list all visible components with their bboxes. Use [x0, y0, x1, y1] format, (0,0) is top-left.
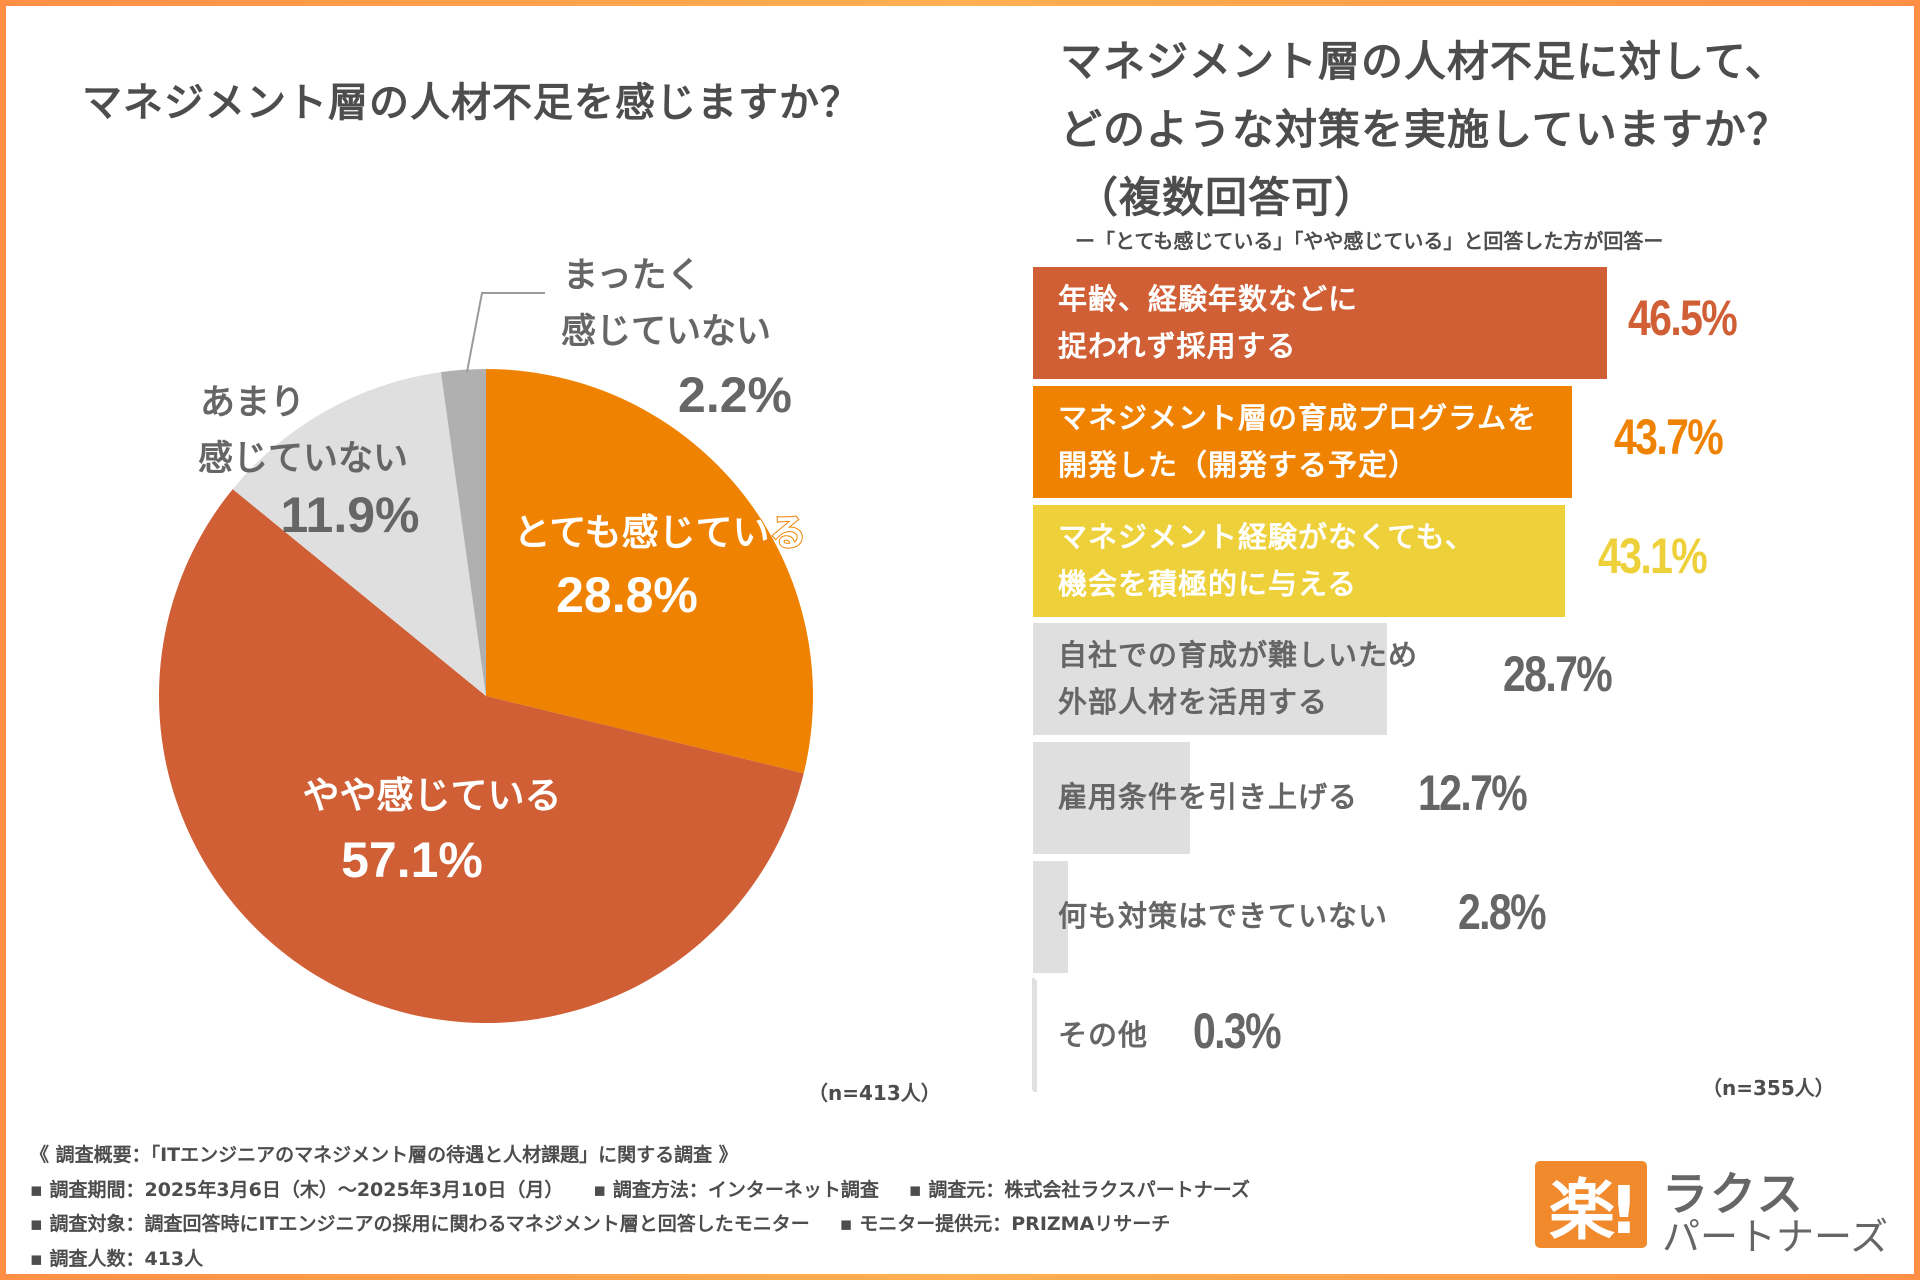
survey-overview: 《 調査概要：「ITエンジニアのマネジメント層の待遇と人材課題」に関する調査 》… — [30, 1138, 1250, 1276]
survey-count: ▪ 調査人数：413人 — [30, 1247, 204, 1270]
pie-value-somewhat: 57.1% — [341, 832, 483, 888]
bar-value-6: 2.8% — [1458, 884, 1547, 940]
pie-n-note: （n=413人） — [808, 1081, 941, 1105]
bar-label-line2: 外部人材を活用する — [1058, 685, 1329, 720]
pie-label-not-much-line1: あまり — [200, 383, 305, 423]
survey-source: ▪ 調査元：株式会社ラクスパートナーズ — [908, 1178, 1250, 1201]
leader-line — [466, 292, 545, 373]
survey-title: 《 調査概要：「ITエンジニアのマネジメント層の待遇と人材課題」に関する調査 》 — [30, 1144, 738, 1166]
pie-label-not-at-all-line1: まったく — [563, 256, 702, 296]
bar-axis-line — [1032, 978, 1035, 1090]
bar-label-6: 何も対策はできていない — [1058, 893, 1388, 940]
pie-chart: とても感じている 28.8% やや感じている 57.1% あまり 感じていない … — [159, 256, 813, 1024]
bar-label-4: 自社での育成が難しいため 外部人材を活用する — [1058, 632, 1418, 726]
bar-chart-subnote: ー「とても感じている」「やや感じている」と回答した方が回答ー — [1075, 229, 1664, 253]
pie-label-somewhat: やや感じている — [303, 774, 562, 817]
pie-value-not-much: 11.9% — [280, 487, 419, 543]
survey-period: ▪ 調査期間：2025年3月6日（木）～2025年3月10日（月） — [30, 1178, 564, 1201]
survey-target: ▪ 調査対象：調査回答時にITエンジニアの採用に関わるマネジメント層と回答したモ… — [30, 1213, 810, 1235]
bar-label-1: 年齢、経験年数などに 捉われず採用する — [1058, 276, 1358, 370]
bar-value-1: 46.5% — [1628, 290, 1738, 346]
bar-chart-title-line3: （複数回答可） — [1076, 173, 1378, 222]
bar-label-3: マネジメント経験がなくても、 機会を積極的に与える — [1058, 514, 1475, 608]
logo-text-partners: パートナーズ — [1662, 1215, 1889, 1259]
survey-line-2: ▪ 調査期間：2025年3月6日（木）～2025年3月10日（月） ▪ 調査方法：… — [30, 1173, 1250, 1208]
survey-provider: ▪ モニター提供元：PRIZMAリサーチ — [839, 1213, 1171, 1235]
bar-label-line1: 自社での育成が難しいため — [1058, 638, 1419, 673]
survey-line-3: ▪ 調査対象：調査回答時にITエンジニアの採用に関わるマネジメント層と回答したモ… — [30, 1207, 1250, 1242]
logo-mark: 楽! — [1535, 1161, 1647, 1249]
bar-label-line1: 何も対策はできていない — [1058, 899, 1389, 933]
bar-value-5: 12.7% — [1418, 765, 1528, 822]
bar-label-line1: 年齢、経験年数などに — [1058, 282, 1359, 316]
bar-label-5: 雇用条件を引き上げる — [1058, 774, 1358, 821]
bar-label-line2: 開発した（開発する予定） — [1058, 447, 1419, 482]
bar-chart-title-line1: マネジメント層の人材不足に対して、 — [1060, 37, 1788, 86]
bar-label-line1: 雇用条件を引き上げる — [1058, 780, 1359, 815]
bar-value-2: 43.7% — [1614, 408, 1724, 465]
pie-value-not-at-all: 2.2% — [678, 367, 792, 423]
bar-label-line2: 捉われず採用する — [1058, 329, 1297, 363]
bar-value-3: 43.1% — [1598, 527, 1708, 584]
bar-n-note: （n=355人） — [1702, 1076, 1835, 1100]
survey-method: ▪ 調査方法：インターネット調査 — [593, 1178, 879, 1201]
bar-value-4: 28.7% — [1503, 646, 1613, 703]
bar-value-7: 0.3% — [1193, 1002, 1282, 1059]
bar-label-line1: マネジメント層の育成プログラムを — [1058, 400, 1538, 435]
bar-label-7: その他 — [1058, 1012, 1148, 1059]
pie-label-not-at-all-line2: 感じていない — [561, 312, 771, 352]
bar-chart-title-line2: どのような対策を実施していますか？ — [1060, 105, 1790, 154]
bar-label-line1: その他 — [1058, 1017, 1149, 1052]
bar-chart-title: マネジメント層の人材不足に対して、 どのような対策を実施していますか？ （複数回… — [1060, 28, 1790, 232]
pie-value-very: 28.8% — [556, 567, 698, 623]
bar-label-line2: 機会を積極的に与える — [1058, 566, 1358, 601]
pie-label-very: とても感じている — [513, 511, 806, 554]
bar-label-2: マネジメント層の育成プログラムを 開発した（開発する予定） — [1058, 395, 1537, 489]
pie-label-not-much-line2: 感じていない — [198, 439, 408, 479]
bar-label-line1: マネジメント経験がなくても、 — [1058, 519, 1475, 554]
